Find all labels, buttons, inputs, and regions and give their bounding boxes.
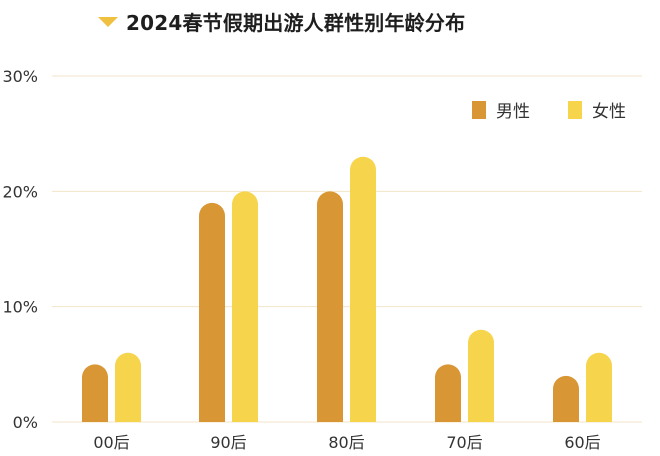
x-tick-label: 80后 <box>328 433 364 452</box>
y-tick-label: 30% <box>2 67 38 86</box>
bar-male-0 <box>82 364 108 422</box>
bar-female-3 <box>468 329 494 422</box>
y-tick-label: 10% <box>2 298 38 317</box>
legend-label: 男性 <box>496 102 530 122</box>
bar-male-1 <box>199 202 225 422</box>
y-tick-label: 0% <box>13 413 38 432</box>
bar-female-2 <box>350 156 376 422</box>
y-tick-label: 20% <box>2 182 38 201</box>
bar-male-2 <box>317 191 343 422</box>
legend-label: 女性 <box>592 102 626 122</box>
bar-female-1 <box>232 191 258 422</box>
x-tick-label: 70后 <box>446 433 482 452</box>
chart-title-row: 2024春节假期出游人群性别年龄分布 <box>98 6 465 36</box>
bar-female-0 <box>115 352 141 422</box>
bar-male-4 <box>553 375 579 422</box>
chart-title: 2024春节假期出游人群性别年龄分布 <box>126 10 466 35</box>
x-tick-label: 60后 <box>564 433 600 452</box>
bar-male-3 <box>435 364 461 422</box>
title-triangle-icon <box>98 17 118 27</box>
bar-female-4 <box>586 352 612 422</box>
x-tick-label: 00后 <box>93 433 129 452</box>
legend-swatch <box>568 101 582 119</box>
x-tick-label: 90后 <box>210 433 246 452</box>
legend-swatch <box>472 101 486 119</box>
